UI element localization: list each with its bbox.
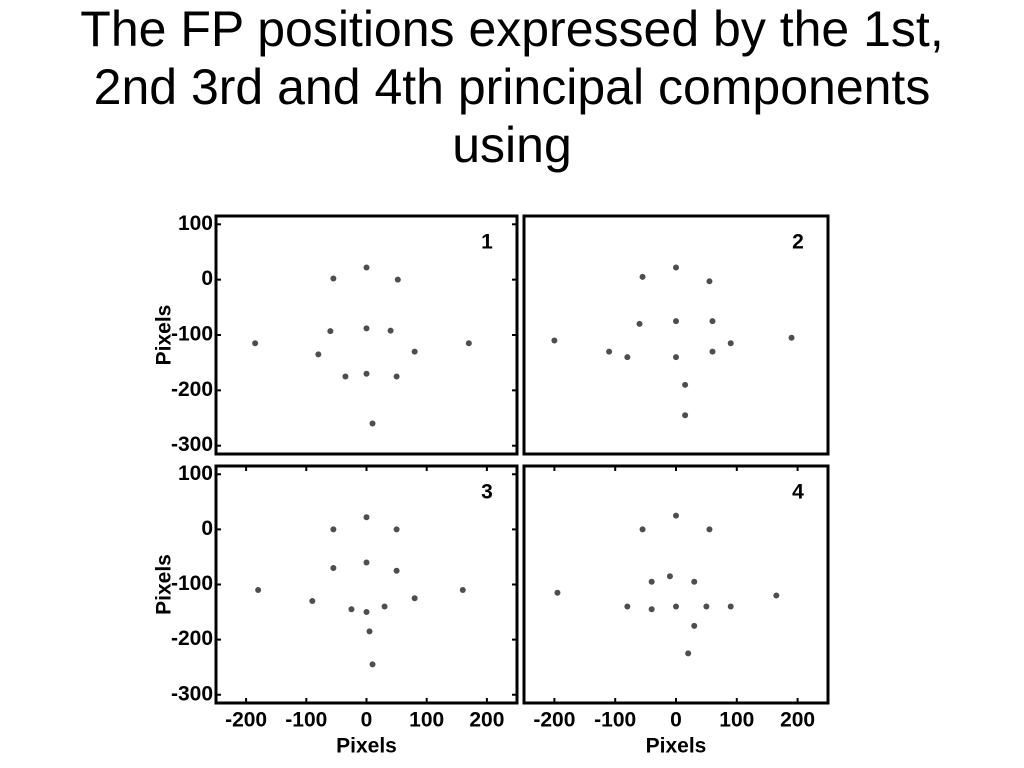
point [387,327,394,334]
point [363,264,370,271]
point [459,587,466,594]
point [709,318,716,325]
point [363,609,370,616]
point [411,348,418,355]
point [363,370,370,377]
y-tick-label: 100 [178,462,213,485]
panel-frame [522,214,830,456]
point [685,650,692,657]
point [706,526,713,533]
point [255,587,262,594]
point [706,278,713,285]
point [369,420,376,427]
x-tick-label: 0 [670,709,682,732]
point [252,340,259,347]
point [309,598,316,605]
point [682,412,689,419]
point [327,328,334,335]
panel-label: 4 [792,481,804,504]
point [330,275,337,282]
point [551,337,558,344]
x-tick-label: 100 [409,709,444,732]
x-tick-label: -200 [533,709,575,732]
point [393,526,400,533]
x-tick-label: 200 [780,709,815,732]
x-axis-label: Pixels [336,735,397,758]
point [691,578,698,585]
y-axis-label: Pixels [153,305,176,366]
point [639,526,646,533]
point [366,628,373,635]
point [330,564,337,571]
point [691,622,698,629]
point [363,325,370,332]
point [673,603,679,610]
x-tick-label: 100 [719,709,754,732]
point [369,661,376,668]
point [727,603,734,610]
x-tick-label: 200 [469,709,504,732]
point [393,567,400,574]
y-tick-label: -200 [171,378,213,401]
point [673,264,679,271]
point [727,340,734,347]
panel-frame [214,214,519,456]
point [639,273,646,280]
x-tick-label: -100 [285,709,327,732]
point [381,603,388,610]
x-tick-label: -200 [225,709,267,732]
y-tick-label: 100 [178,212,213,235]
point [606,348,613,355]
point [363,559,370,566]
point [624,603,631,610]
panel-label: 3 [481,481,493,504]
panel-frame [522,464,830,705]
point [648,578,655,585]
y-tick-label: -300 [171,433,213,456]
y-tick-label: 0 [201,517,213,540]
point [363,514,370,521]
slide-title: The FP positions expressed by the 1st, 2… [80,1,944,173]
point [330,526,337,533]
point [624,354,631,361]
point [703,603,710,610]
y-tick-label: -100 [171,572,213,595]
point [673,512,679,519]
x-tick-label: 0 [361,709,373,732]
point [465,340,472,347]
point [666,573,673,580]
point [554,589,561,596]
point [315,351,322,358]
panel-label: 2 [792,231,804,254]
panel-label: 1 [481,231,493,254]
y-tick-label: -100 [171,323,213,346]
point [636,320,643,327]
y-tick-label: -200 [171,627,213,650]
y-axis-label: Pixels [153,554,176,615]
point [682,381,689,388]
point [393,373,400,380]
x-tick-label: -100 [594,709,636,732]
point [648,606,655,613]
point [411,595,418,602]
point [773,592,780,599]
point [673,318,679,325]
y-tick-label: -300 [171,682,213,705]
point [788,334,795,341]
y-tick-label: 0 [201,267,213,290]
point [342,373,349,380]
point [394,276,401,283]
point [348,606,355,613]
point [673,354,679,361]
panel-frame [214,464,519,705]
point [709,348,716,355]
x-axis-label: Pixels [646,735,707,758]
